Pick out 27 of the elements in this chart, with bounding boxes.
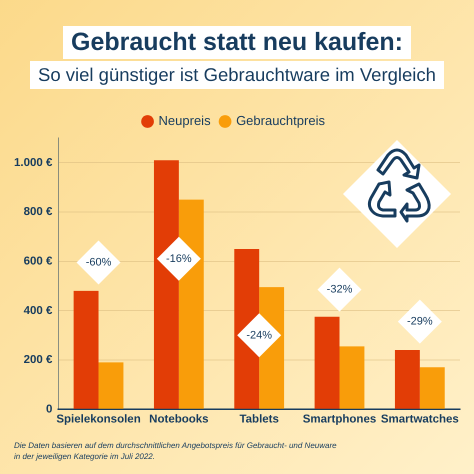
annotation: -29% [406, 316, 433, 328]
bar [98, 362, 124, 409]
legend-label: Gebrauchtpreis [236, 113, 326, 128]
bar [394, 350, 420, 409]
x-tick-label: Notebooks [149, 413, 209, 426]
y-tick-label: 200 € [24, 354, 53, 366]
x-tick-label: Spielekonsolen [56, 413, 141, 426]
bar [340, 346, 364, 409]
chart-subtitle: So viel günstiger ist Gebrauchtware im Vergleich [30, 61, 444, 89]
legend-label: Neupreis [158, 113, 212, 128]
bar [314, 316, 340, 409]
annotation: -32% [326, 284, 353, 296]
annotation: -60% [86, 256, 112, 269]
text: Die Daten basieren auf dem durchschnittlichen Angebotspreis für Gebraucht- und Neuware in der jeweiligen Kategorie im Juli 2022. [14, 440, 338, 462]
x-tick-label: Smartwatches [380, 413, 459, 426]
x-tick-label: Smartphones [302, 413, 376, 426]
y-tick-label: 400 € [24, 304, 53, 317]
y-tick-label: 600 € [24, 255, 53, 268]
y-tick-label: 0 [46, 403, 52, 416]
chart-title: Gebraucht statt neu kaufen: [63, 26, 411, 59]
bar [420, 367, 445, 409]
bar [74, 290, 99, 409]
annotation: -16% [166, 252, 192, 265]
y-tick-label: 800 € [24, 206, 53, 218]
x-tick-label: Tablets [239, 413, 279, 426]
annotation: -24% [246, 329, 272, 342]
y-tick-label: 1.000 € [14, 156, 53, 169]
